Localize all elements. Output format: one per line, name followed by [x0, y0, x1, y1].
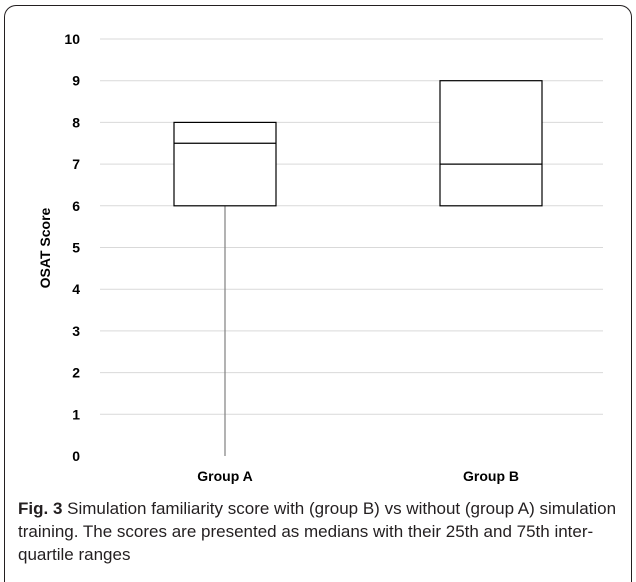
y-tick-label: 10 [64, 31, 80, 47]
y-tick-label: 5 [72, 240, 80, 256]
y-tick-label: 6 [72, 198, 80, 214]
y-tick-label: 3 [72, 323, 80, 339]
y-tick-label: 0 [72, 448, 80, 464]
x-category-label: Group B [463, 468, 519, 484]
x-category-label: Group A [197, 468, 252, 484]
x-axis-category-labels: Group A Group B [197, 468, 519, 484]
figure-caption-text: Simulation familiarity score with (group… [18, 499, 617, 564]
y-tick-label: 7 [72, 156, 80, 172]
y-tick-label: 9 [72, 73, 80, 89]
y-tick-label: 4 [72, 281, 80, 297]
y-axis-tick-labels: 0 1 2 3 4 5 6 7 8 9 10 [64, 31, 80, 464]
y-tick-label: 1 [72, 406, 80, 422]
y-tick-label: 2 [72, 365, 80, 381]
figure-caption: Fig. 3 Simulation familiarity score with… [18, 497, 623, 566]
box-plot-chart: 0 1 2 3 4 5 6 7 8 9 10 Group A Group B OSAT Score [37, 31, 603, 484]
y-tick-label: 8 [72, 114, 80, 130]
interquartile-box [439, 80, 543, 207]
interquartile-box [173, 121, 277, 207]
box-group-a [173, 121, 277, 456]
box-group-b [439, 80, 543, 207]
figure-caption-label: Fig. 3 [18, 499, 63, 518]
boxes [173, 80, 543, 456]
y-axis-title: OSAT Score [37, 207, 53, 288]
